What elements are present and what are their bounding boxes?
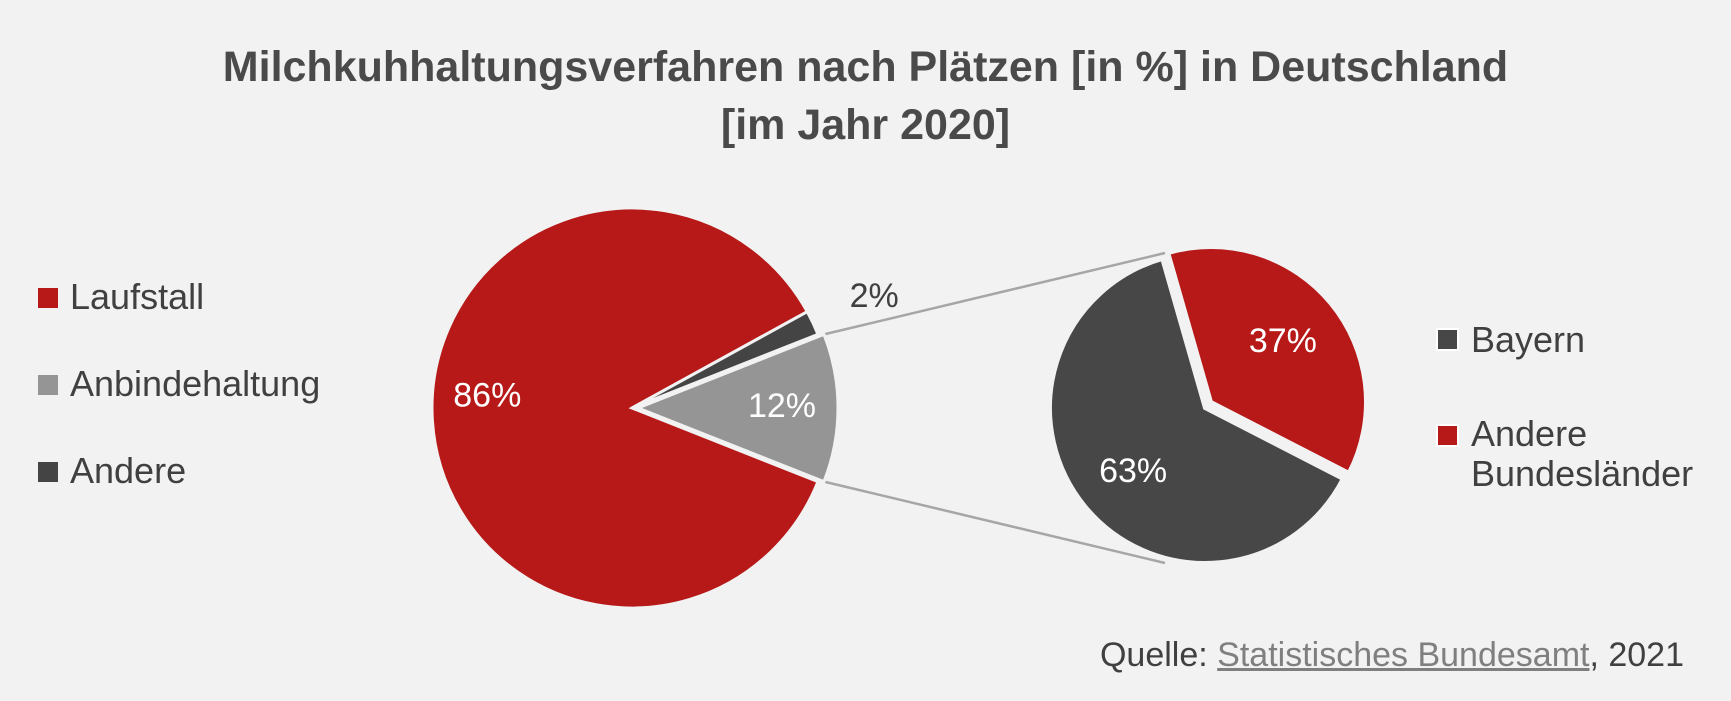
legend-label-laufstall: Laufstall xyxy=(70,276,205,317)
data-label-andere-bundeslaender: 37% xyxy=(1249,322,1317,360)
pie-labels: 86% 12% 2% 37% 63% xyxy=(453,277,1317,490)
legend-label-andere-bundeslaender: Andere Bundesländer xyxy=(1471,413,1694,494)
chart-title-line1: Milchkuhhaltungsverfahren nach Plätzen [… xyxy=(222,43,1509,91)
source-prefix: Quelle: xyxy=(1099,636,1218,674)
data-label-laufstall: 86% xyxy=(453,376,521,414)
data-label-bayern: 63% xyxy=(1099,452,1167,490)
legend-item-andere-bundeslaender: Andere Bundesländer xyxy=(1436,414,1731,494)
detail-pie xyxy=(1048,245,1368,565)
legend-item-laufstall: Laufstall xyxy=(38,277,204,317)
pie-slice-laufstall xyxy=(430,206,820,610)
connector-lines xyxy=(823,251,1166,565)
data-label-anbindehaltung: 12% xyxy=(748,387,816,425)
legend-item-andere: Andere xyxy=(38,451,186,491)
legend-swatch-bayern xyxy=(1436,328,1459,351)
connector-line-bottom xyxy=(823,480,1166,565)
pie-slice-anbindehaltung xyxy=(633,332,840,484)
legend-swatch-andere xyxy=(38,462,58,482)
legend-swatch-anbindehaltung xyxy=(38,375,58,395)
legend-swatch-laufstall xyxy=(38,288,58,308)
legend-swatch-andere-bundeslaender xyxy=(1436,424,1459,447)
source-note: Quelle: Statistisches Bundesamt, 2021 xyxy=(1100,636,1684,675)
pie-slice-andere-bundeslaender xyxy=(1165,245,1368,476)
pie-slice-bayern xyxy=(1048,256,1346,565)
data-label-andere: 2% xyxy=(850,277,899,315)
legend-item-bayern: Bayern xyxy=(1436,320,1585,360)
chart-title: Milchkuhhaltungsverfahren nach Plätzen [… xyxy=(0,38,1731,154)
chart-title-line2: [im Jahr 2020] xyxy=(720,101,1011,149)
legend-label-anbindehaltung: Anbindehaltung xyxy=(70,363,321,404)
legend-label-bayern: Bayern xyxy=(1471,319,1586,360)
source-suffix: , 2021 xyxy=(1589,636,1684,674)
main-pie xyxy=(430,206,840,610)
pie-slice-andere xyxy=(631,309,820,410)
connector-line-top xyxy=(823,251,1166,336)
source-link[interactable]: Statistisches Bundesamt xyxy=(1217,636,1590,674)
legend-label-andere: Andere xyxy=(70,450,187,491)
legend-item-anbindehaltung: Anbindehaltung xyxy=(38,364,320,404)
